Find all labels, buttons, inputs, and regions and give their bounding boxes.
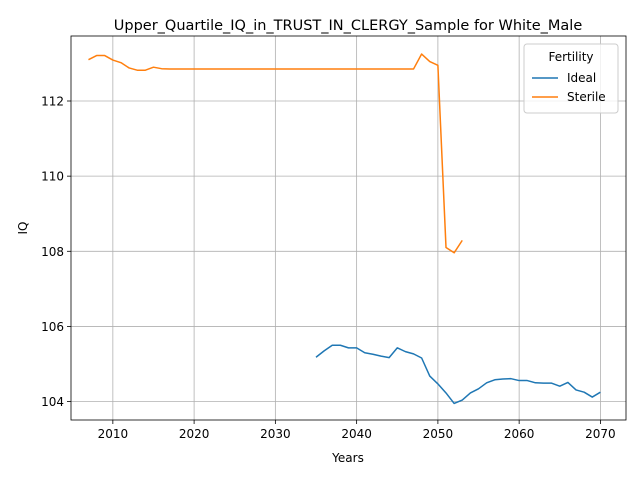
- y-tick-label: 112: [41, 95, 64, 109]
- x-axis-label: Years: [331, 451, 364, 465]
- legend: Fertility Ideal Sterile: [524, 44, 618, 113]
- y-tick-label: 110: [41, 170, 64, 184]
- y-tick-label: 106: [41, 320, 64, 334]
- x-tick-label: 2030: [260, 427, 291, 441]
- legend-title: Fertility: [548, 50, 593, 64]
- x-tick-label: 2050: [423, 427, 454, 441]
- x-tick-label: 2070: [585, 427, 616, 441]
- x-tick-label: 2010: [98, 427, 129, 441]
- y-tick-label: 108: [41, 245, 64, 259]
- y-axis-label: IQ: [16, 222, 30, 235]
- chart-title: Upper_Quartile_IQ_in_TRUST_IN_CLERGY_Sam…: [114, 18, 583, 34]
- legend-label-sterile: Sterile: [567, 90, 606, 104]
- x-tick-label: 2040: [341, 427, 372, 441]
- x-tick-label: 2060: [504, 427, 535, 441]
- x-tick-label: 2020: [179, 427, 210, 441]
- legend-label-ideal: Ideal: [567, 71, 596, 85]
- y-tick-label: 104: [41, 395, 64, 409]
